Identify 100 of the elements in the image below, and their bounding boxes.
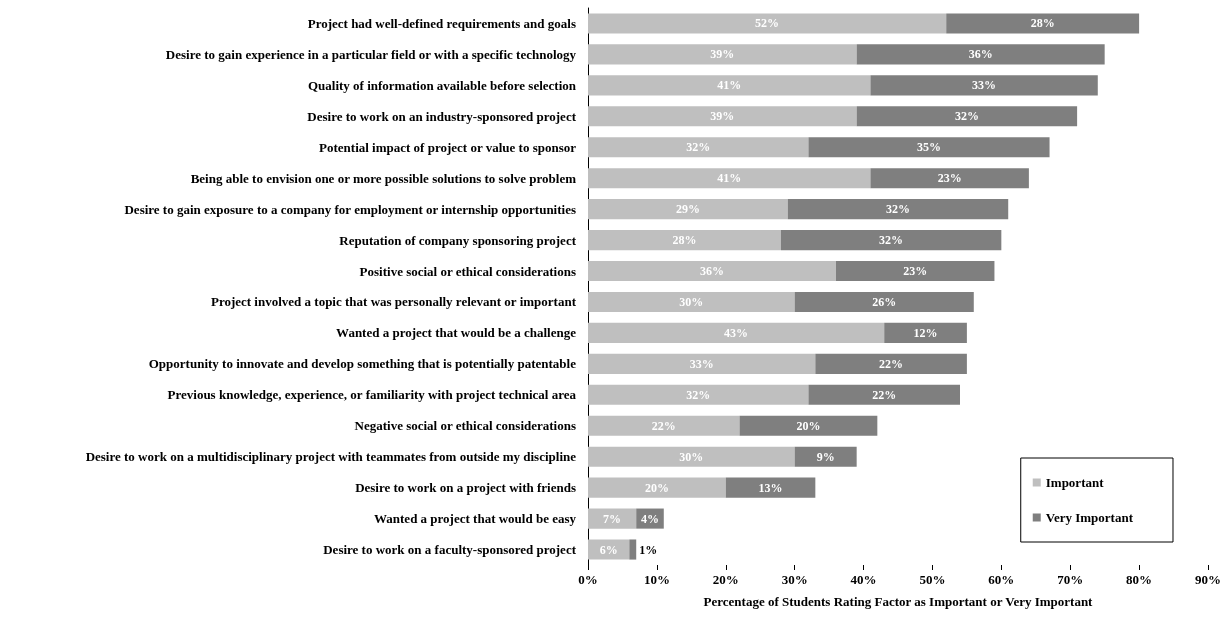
data-label: 39% [710, 109, 735, 124]
x-tick-label: 70% [1057, 572, 1084, 587]
bar [588, 477, 726, 498]
bar [946, 13, 1140, 34]
y-tick-label: Being able to envision one or more possible solutions to solve problem [190, 170, 577, 186]
data-label: 9% [816, 449, 835, 464]
x-tick-label: 40% [850, 572, 877, 587]
bar [588, 539, 630, 560]
data-label: 26% [872, 294, 897, 309]
data-label: 1% [639, 542, 658, 557]
data-label: 30% [679, 449, 704, 464]
data-label: 4% [641, 511, 659, 526]
y-tick-label: Desire to work on a multidisciplinary project with teammates from outside my discipline [85, 449, 577, 465]
y-tick-label: Desire to gain exposure to a company for employment or internship opportunities [124, 201, 576, 217]
data-label: 22% [651, 418, 676, 433]
data-label: 13% [758, 480, 783, 495]
data-label: 52% [755, 16, 780, 31]
y-tick-label: Project had well-defined requirements and goals [307, 15, 576, 31]
bar [836, 260, 995, 282]
data-label: 32% [886, 202, 910, 217]
y-tick-label: Quality of information available before selection [307, 77, 577, 93]
x-tick-label: 30% [781, 572, 808, 587]
y-tick-label: Desire to work on an industry-sponsored project [307, 108, 577, 124]
data-label: 33% [689, 356, 714, 371]
data-label: 41% [717, 171, 742, 186]
data-label: 20% [644, 480, 669, 495]
bar [588, 75, 871, 96]
data-label: 32% [686, 387, 711, 402]
legend-label: Important [1045, 475, 1105, 490]
bar [787, 199, 1009, 220]
x-tick-label: 90% [1195, 572, 1221, 587]
data-label: 41% [717, 78, 742, 93]
data-label: 28% [672, 233, 697, 248]
x-tick-label: 0% [578, 572, 598, 587]
x-tick-label: 60% [988, 572, 1015, 587]
bar [588, 199, 788, 220]
x-axis-title: Percentage of Students Rating Factor as Important or Very Important [703, 594, 1094, 609]
data-label: 32% [879, 233, 904, 248]
bar [588, 291, 795, 313]
bar [808, 137, 1050, 158]
bar [588, 508, 637, 529]
data-label: 7% [603, 511, 622, 526]
y-tick-label: Opportunity to innovate and develop something that is potentially patentable [148, 356, 577, 372]
x-tick-label: 20% [712, 572, 739, 587]
y-tick-label: Desire to work on a project with friends [355, 480, 576, 496]
y-tick-label: Positive social or ethical considerations [359, 263, 576, 279]
bar [588, 415, 740, 436]
bar [884, 322, 967, 343]
data-label: 32% [686, 140, 711, 155]
y-tick-label: Negative social or ethical considerations [354, 418, 576, 434]
x-tick-label: 80% [1126, 572, 1153, 587]
bar [588, 322, 885, 343]
bar [870, 168, 1029, 189]
data-label: 23% [903, 264, 928, 279]
y-tick-label: Project involved a topic that was personally relevant or important [210, 294, 577, 310]
data-label: 23% [937, 171, 962, 186]
y-tick-label: Previous knowledge, experience, or familiarity with project technical area [167, 387, 577, 403]
data-label: 36% [968, 47, 993, 62]
data-label: 20% [796, 418, 821, 433]
bar [588, 384, 809, 405]
bar [588, 260, 836, 282]
bar [725, 477, 816, 498]
data-label: 29% [675, 202, 700, 217]
bar [794, 446, 857, 467]
data-label: 36% [700, 264, 724, 279]
bar [588, 353, 816, 374]
data-label: 6% [599, 542, 618, 557]
data-label: 43% [724, 325, 749, 340]
data-label: 30% [679, 294, 704, 309]
bar [794, 291, 974, 313]
bar [588, 106, 857, 127]
y-tick-label: Wanted a project that would be easy [374, 511, 577, 527]
data-label: 22% [879, 356, 904, 371]
bar [870, 75, 1098, 96]
bar [808, 384, 960, 405]
data-label: 12% [913, 325, 938, 340]
data-label: 32% [954, 109, 979, 124]
data-label: 22% [872, 387, 897, 402]
legend-label: Very Important [1045, 510, 1134, 525]
x-tick-label: 10% [643, 572, 670, 587]
bar [588, 446, 795, 467]
bar [739, 415, 878, 436]
bar [629, 539, 637, 560]
bar [588, 168, 871, 189]
data-label: 35% [917, 140, 941, 155]
data-label: 28% [1030, 16, 1055, 31]
data-label: 39% [710, 47, 735, 62]
y-tick-label: Wanted a project that would be a challenge [336, 325, 577, 341]
bar [588, 13, 947, 34]
x-tick-label: 50% [919, 572, 946, 587]
y-tick-label: Potential impact of project or value to sponsor [319, 139, 577, 155]
bar [588, 230, 781, 251]
bar [815, 353, 967, 374]
bar [588, 44, 857, 65]
data-label: 33% [972, 78, 997, 93]
y-tick-label: Desire to work on a faculty-sponsored project [323, 542, 577, 558]
bar [856, 44, 1105, 65]
bar [588, 137, 809, 158]
bar [856, 106, 1078, 127]
y-tick-label: Reputation of company sponsoring project [339, 232, 577, 248]
